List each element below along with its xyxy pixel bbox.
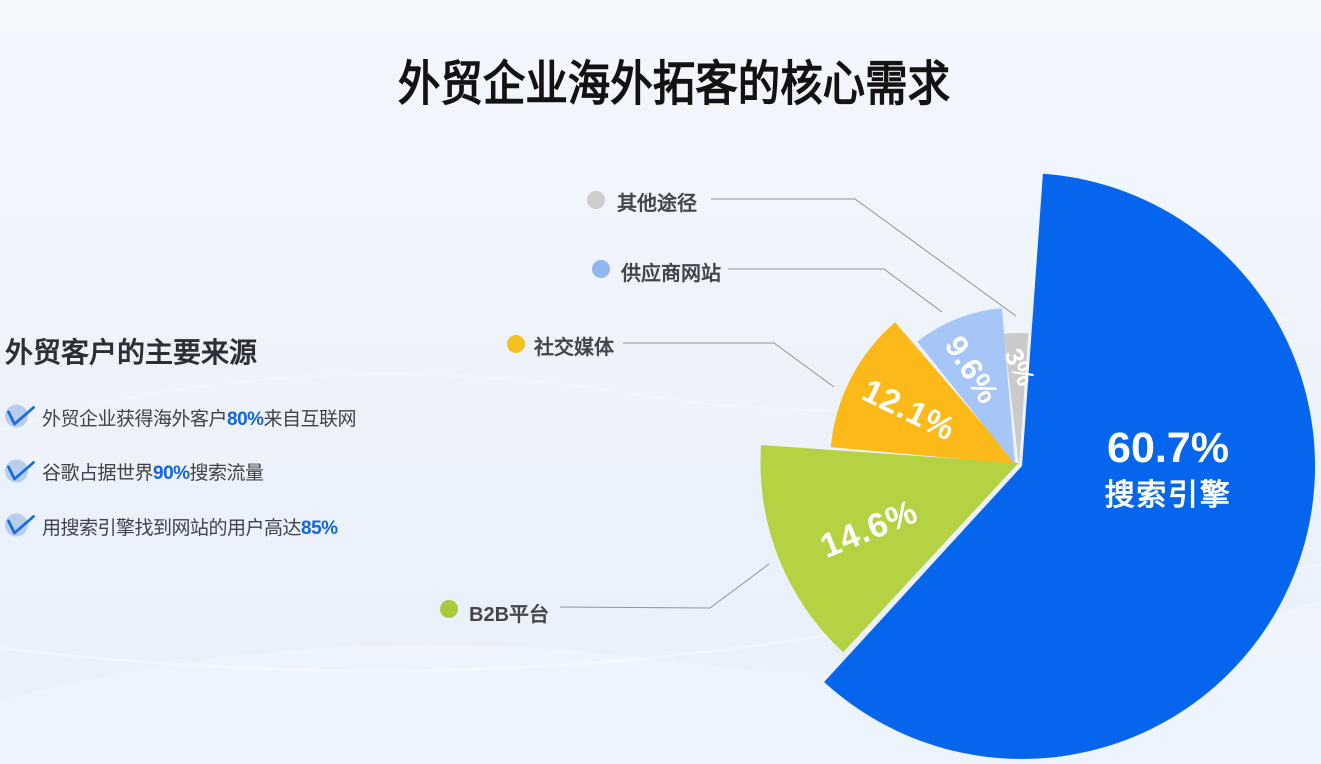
svg-text:60.7%: 60.7% (1107, 424, 1229, 472)
svg-text:搜索引擎: 搜索引擎 (1105, 479, 1232, 512)
